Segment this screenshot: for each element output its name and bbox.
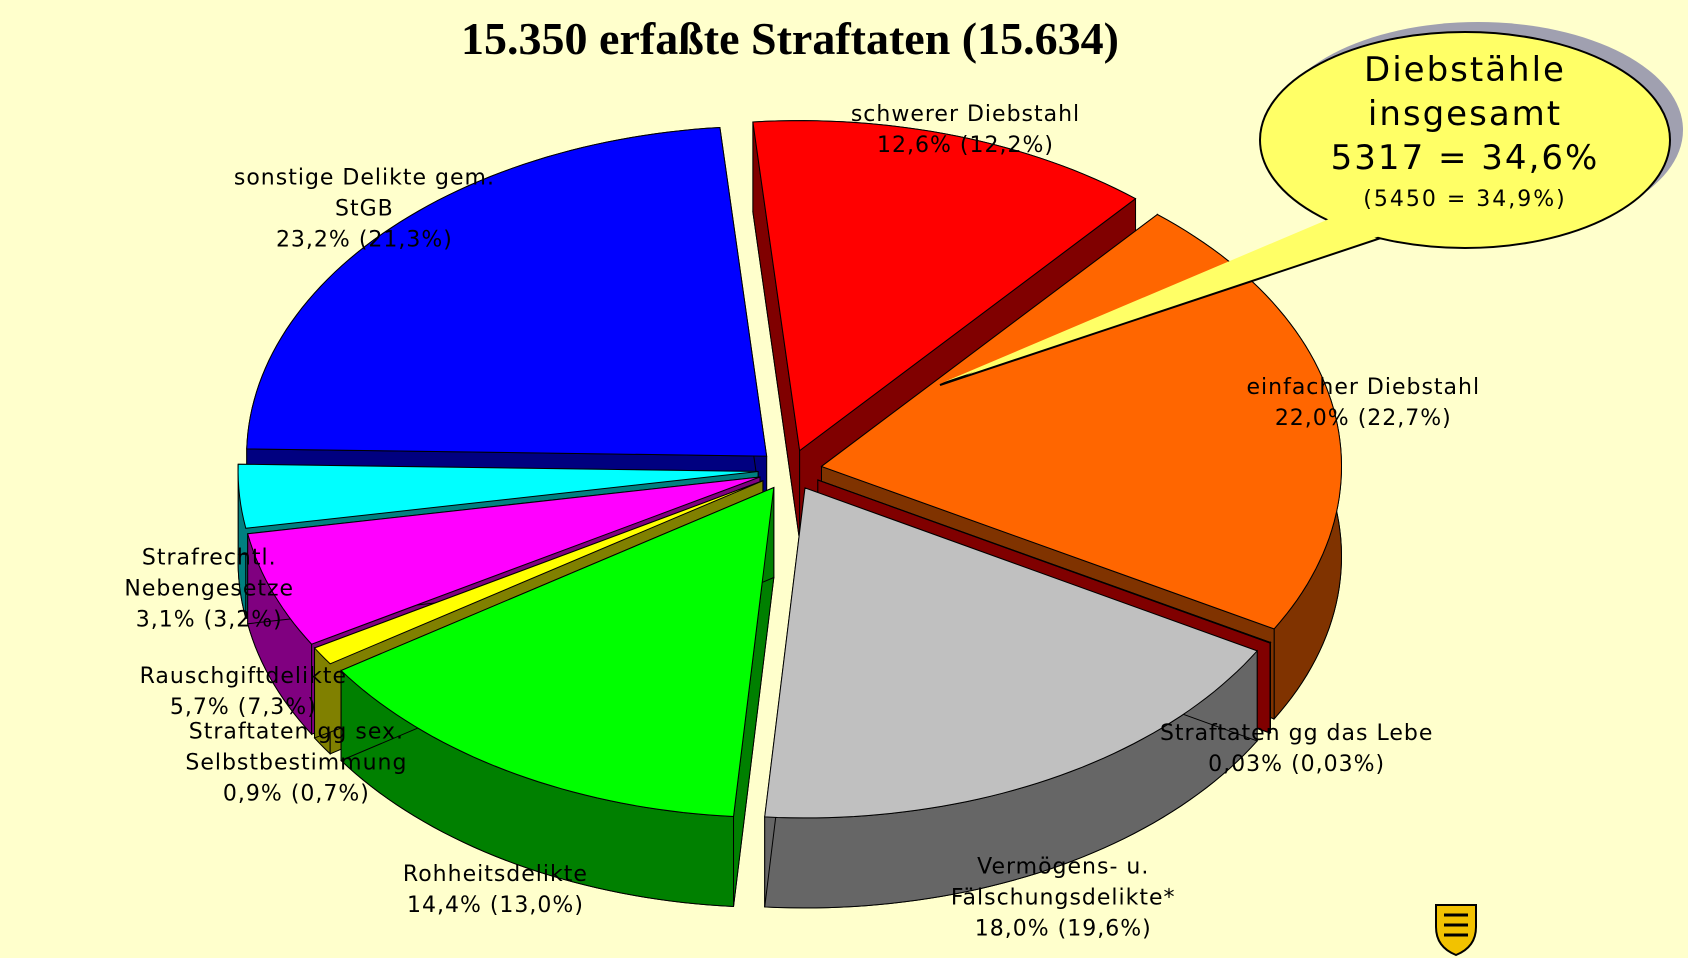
slice — [313, 480, 764, 665]
previous-value-label: (13,0%) — [489, 893, 584, 919]
category-label: Rohheitsdelikte — [402, 862, 588, 888]
category-label: Vermögens- u. Fälschungsdelikte* — [950, 854, 1176, 911]
category-label: Strafrechtl. Nebengesetze — [124, 545, 295, 602]
previous-value-label: (0,7%) — [290, 781, 370, 807]
slice-label: Rauschgiftdelikte 5,7% (7,3%) — [93, 661, 393, 723]
value-label: 5,7% — [169, 694, 230, 720]
callout: Diebstähle insgesamt 5317 = 34,6% (5450 … — [1260, 48, 1670, 220]
value-label: 0,9% — [222, 781, 283, 807]
slice-label: einfacher Diebstahl 22,0% (22,7%) — [1213, 372, 1513, 434]
previous-value-label: (0,03%) — [1291, 751, 1386, 777]
slice — [752, 120, 1137, 452]
slice-label: sonstige Delikte gem. StGB 23,2% (21,3%) — [214, 162, 514, 255]
previous-value-label: (22,7%) — [1357, 405, 1452, 431]
value-label: 23,2% — [275, 227, 351, 253]
slice — [246, 126, 768, 457]
category-label: sonstige Delikte gem. StGB — [233, 165, 495, 222]
slice-label: Strafrechtl. Nebengesetze 3,1% (3,2%) — [59, 542, 359, 635]
slice-label: schwerer Diebstahl 12,6% (12,2%) — [816, 99, 1116, 161]
chart-title: 15.350 erfaßte Straftaten (15.634) — [461, 13, 1119, 64]
previous-value-label: (21,3%) — [358, 227, 453, 253]
slice-label: Straftaten gg sex. Selbstbestimmung 0,9% … — [146, 717, 446, 810]
slice-label: Straftaten gg das Lebe 0,03% (0,03%) — [1147, 718, 1447, 780]
category-label: schwerer Diebstahl — [850, 102, 1081, 127]
category-label: Rauschgiftdelikte — [139, 663, 348, 689]
value-label: 0,03% — [1208, 751, 1284, 777]
callout-line: Diebstähle — [1364, 50, 1566, 90]
slice — [340, 486, 775, 908]
slice — [237, 463, 759, 529]
callout-shape — [939, 22, 1683, 386]
slice-label: Vermögens- u. Fälschungsdelikte* 18,0% (1… — [913, 852, 1213, 945]
value-label: 14,4% — [406, 893, 482, 919]
previous-value-label: (3,2%) — [203, 607, 283, 633]
category-label: Straftaten gg das Lebe — [1159, 720, 1434, 746]
value-label: 18,0% — [974, 916, 1050, 942]
callout-line: 5317 = 34,6% — [1330, 138, 1600, 178]
slice-label: Rohheitsdelikte 14,4% (13,0%) — [345, 859, 645, 921]
category-label: einfacher Diebstahl — [1246, 374, 1481, 400]
value-label: 22,0% — [1274, 405, 1350, 431]
previous-value-label: (12,2%) — [959, 133, 1054, 158]
callout-line: insgesamt — [1367, 94, 1563, 134]
slice — [247, 476, 761, 645]
category-label: Straftaten gg sex. Selbstbestimmung — [185, 719, 408, 776]
slice — [817, 479, 1272, 644]
previous-value-label: (19,6%) — [1057, 916, 1152, 942]
slice — [764, 487, 1259, 909]
value-label: 12,6% — [877, 133, 952, 158]
callout-previous: (5450 = 34,9%) — [1363, 187, 1567, 212]
pie — [237, 120, 1343, 909]
previous-value-label: (7,3%) — [237, 694, 317, 720]
slice — [340, 486, 775, 818]
crest — [1435, 904, 1477, 957]
slice — [764, 487, 1259, 819]
value-label: 3,1% — [135, 607, 196, 633]
